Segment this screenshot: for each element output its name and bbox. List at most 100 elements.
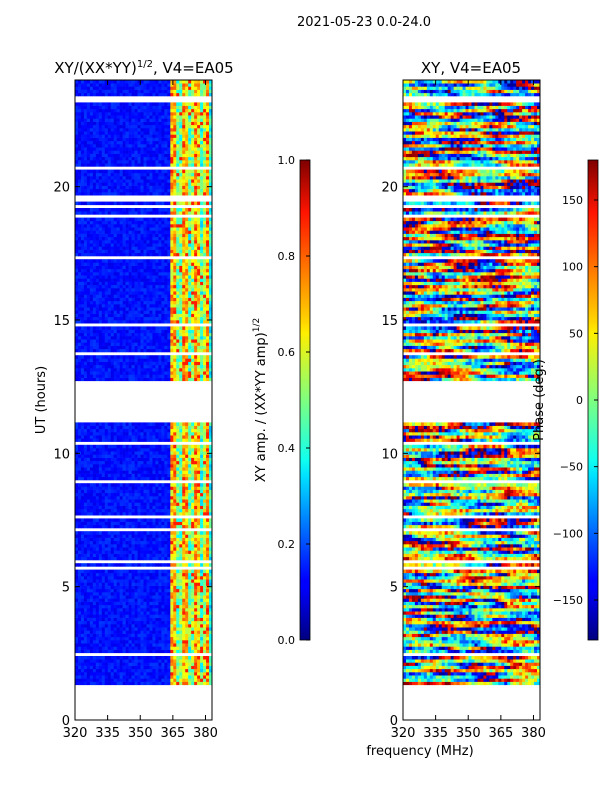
heatmap-cell	[170, 451, 174, 455]
heatmap-cell	[173, 275, 177, 279]
heatmap-cell	[197, 547, 201, 551]
heatmap-cell	[113, 508, 117, 513]
heatmap-cell	[164, 307, 168, 311]
heatmap-cell	[134, 297, 138, 302]
heatmap-cell	[173, 496, 177, 500]
heatmap-cell	[167, 368, 171, 372]
heatmap-cell	[92, 531, 97, 535]
heatmap-cell	[152, 297, 156, 302]
heatmap-cell	[128, 556, 132, 561]
heatmap-cell	[152, 313, 156, 318]
heatmap-cell	[104, 604, 109, 609]
heatmap-cell	[125, 601, 129, 606]
heatmap-cell	[92, 499, 97, 503]
heatmap-cell	[149, 448, 153, 452]
heatmap-cell	[80, 598, 85, 602]
heatmap-cell	[83, 640, 88, 644]
heatmap-cell	[140, 656, 144, 660]
heatmap-cell	[110, 355, 115, 359]
heatmap-cell	[77, 435, 82, 439]
heatmap-cell	[152, 544, 156, 548]
heatmap-cell	[131, 595, 135, 599]
heatmap-cell	[158, 371, 162, 375]
heatmap-cell	[164, 643, 168, 647]
heatmap-cell	[137, 451, 141, 455]
heatmap-cell	[146, 492, 150, 497]
heatmap-cell	[77, 540, 82, 545]
heatmap-cell	[119, 556, 123, 561]
heatmap-cell	[134, 467, 138, 471]
heatmap-cell	[188, 467, 192, 471]
heatmap-cell	[92, 595, 97, 599]
heatmap-cell	[131, 460, 135, 465]
heatmap-cell	[182, 307, 186, 311]
heatmap-cell	[203, 272, 207, 276]
heatmap-cell	[95, 377, 100, 382]
heatmap-cell	[149, 620, 153, 625]
heatmap-cell	[113, 662, 117, 666]
heatmap-cell	[158, 358, 162, 362]
heatmap-cell	[179, 428, 183, 433]
heatmap-cell	[155, 531, 159, 535]
heatmap-cell	[149, 521, 153, 526]
heatmap-cell	[146, 460, 150, 465]
heatmap-cell	[131, 624, 135, 628]
heatmap-cell	[101, 489, 106, 494]
heatmap-cell	[194, 598, 198, 602]
heatmap-cell	[107, 608, 112, 612]
heatmap-cell	[86, 304, 91, 308]
heatmap-cell	[131, 320, 135, 324]
heatmap-cell	[131, 662, 135, 666]
heatmap-cell	[155, 544, 159, 548]
heatmap-cell	[155, 361, 159, 366]
heatmap-cell	[77, 281, 82, 286]
heatmap-cell	[197, 361, 201, 366]
heatmap-cell	[75, 582, 79, 586]
heatmap-cell	[101, 563, 106, 567]
heatmap-cell	[197, 428, 201, 433]
heatmap-cell	[140, 320, 144, 324]
heatmap-cell	[98, 275, 103, 279]
heatmap-cell	[77, 668, 82, 673]
heatmap-cell	[86, 486, 91, 490]
heatmap-cell	[125, 643, 129, 647]
heatmap-cell	[80, 435, 85, 439]
heatmap-cell	[161, 518, 165, 522]
heatmap-cell	[83, 371, 88, 375]
heatmap-cell	[104, 339, 109, 343]
heatmap-cell	[77, 467, 82, 471]
heatmap-cell	[164, 368, 168, 372]
heatmap-cell	[194, 617, 198, 622]
heatmap-cell	[119, 448, 123, 452]
heatmap-cell	[161, 502, 165, 506]
heatmap-cell	[143, 569, 147, 574]
heatmap-cell	[140, 553, 144, 558]
heatmap-cell	[140, 563, 144, 567]
heatmap-cell	[92, 681, 97, 686]
heatmap-cell	[119, 569, 123, 574]
heatmap-cell	[200, 422, 204, 426]
heatmap-cell	[134, 508, 138, 513]
heatmap-cell	[167, 297, 171, 302]
heatmap-cell	[149, 640, 153, 644]
heatmap-cell	[134, 592, 138, 596]
heatmap-cell	[134, 355, 138, 359]
heatmap-cell	[209, 464, 212, 468]
heatmap-cell	[92, 329, 97, 334]
heatmap-cell	[77, 265, 82, 270]
heatmap-cell	[116, 371, 120, 375]
heatmap-cell	[98, 521, 103, 526]
heatmap-cell	[125, 672, 129, 676]
heatmap-cell	[182, 585, 186, 590]
heatmap-cell	[146, 547, 150, 551]
heatmap-cell	[146, 556, 150, 561]
heatmap-cell	[75, 659, 79, 663]
heatmap-cell	[104, 422, 109, 426]
heatmap-cell	[140, 496, 144, 500]
heatmap-cell	[176, 611, 180, 615]
heatmap-cell	[98, 646, 103, 650]
heatmap-cell	[83, 614, 88, 618]
heatmap-cell	[119, 268, 123, 273]
heatmap-cell	[122, 569, 126, 574]
heatmap-cell	[77, 537, 82, 542]
